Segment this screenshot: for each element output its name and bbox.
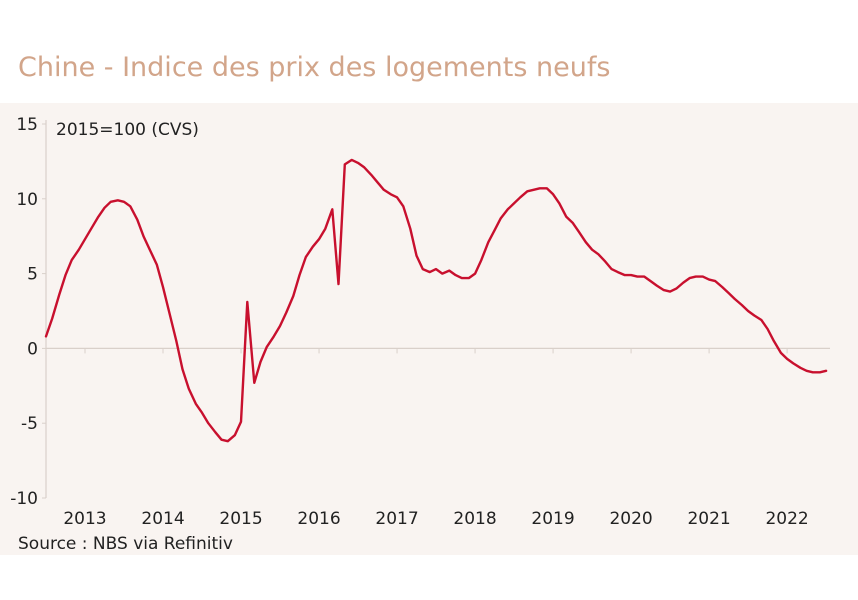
plot-panel	[0, 103, 858, 555]
y-tick-label: -5	[21, 414, 38, 434]
x-tick-label: 2019	[531, 509, 574, 529]
y-tick-label: 15	[16, 115, 38, 135]
x-tick-label: 2018	[453, 509, 496, 529]
x-tick-label: 2014	[141, 509, 184, 529]
chart-title: Chine - Indice des prix des logements ne…	[18, 52, 611, 83]
x-tick-label: 2013	[63, 509, 106, 529]
x-tick-label: 2016	[297, 509, 340, 529]
y-tick-label: 0	[27, 339, 38, 359]
y-tick-label: 5	[27, 265, 38, 285]
x-tick-label: 2020	[609, 509, 652, 529]
series-group	[44, 158, 828, 443]
x-tick-label: 2021	[687, 509, 730, 529]
x-tick-label: 2017	[375, 509, 418, 529]
chart-source: Source : NBS via Refinitiv	[18, 534, 233, 554]
x-tick-label: 2015	[219, 509, 262, 529]
y-tick-label: 10	[16, 190, 38, 210]
x-tick-label: 2022	[765, 509, 808, 529]
y-tick-label: -10	[10, 489, 38, 509]
tick-labels: -10 -5 0 5 10 15 2013 2014 2015 2016 2017 2018 2019 2…	[10, 115, 809, 529]
chart-annotation: 2015=100 (CVS)	[56, 120, 199, 140]
series-line	[44, 158, 828, 443]
axes	[42, 120, 830, 499]
